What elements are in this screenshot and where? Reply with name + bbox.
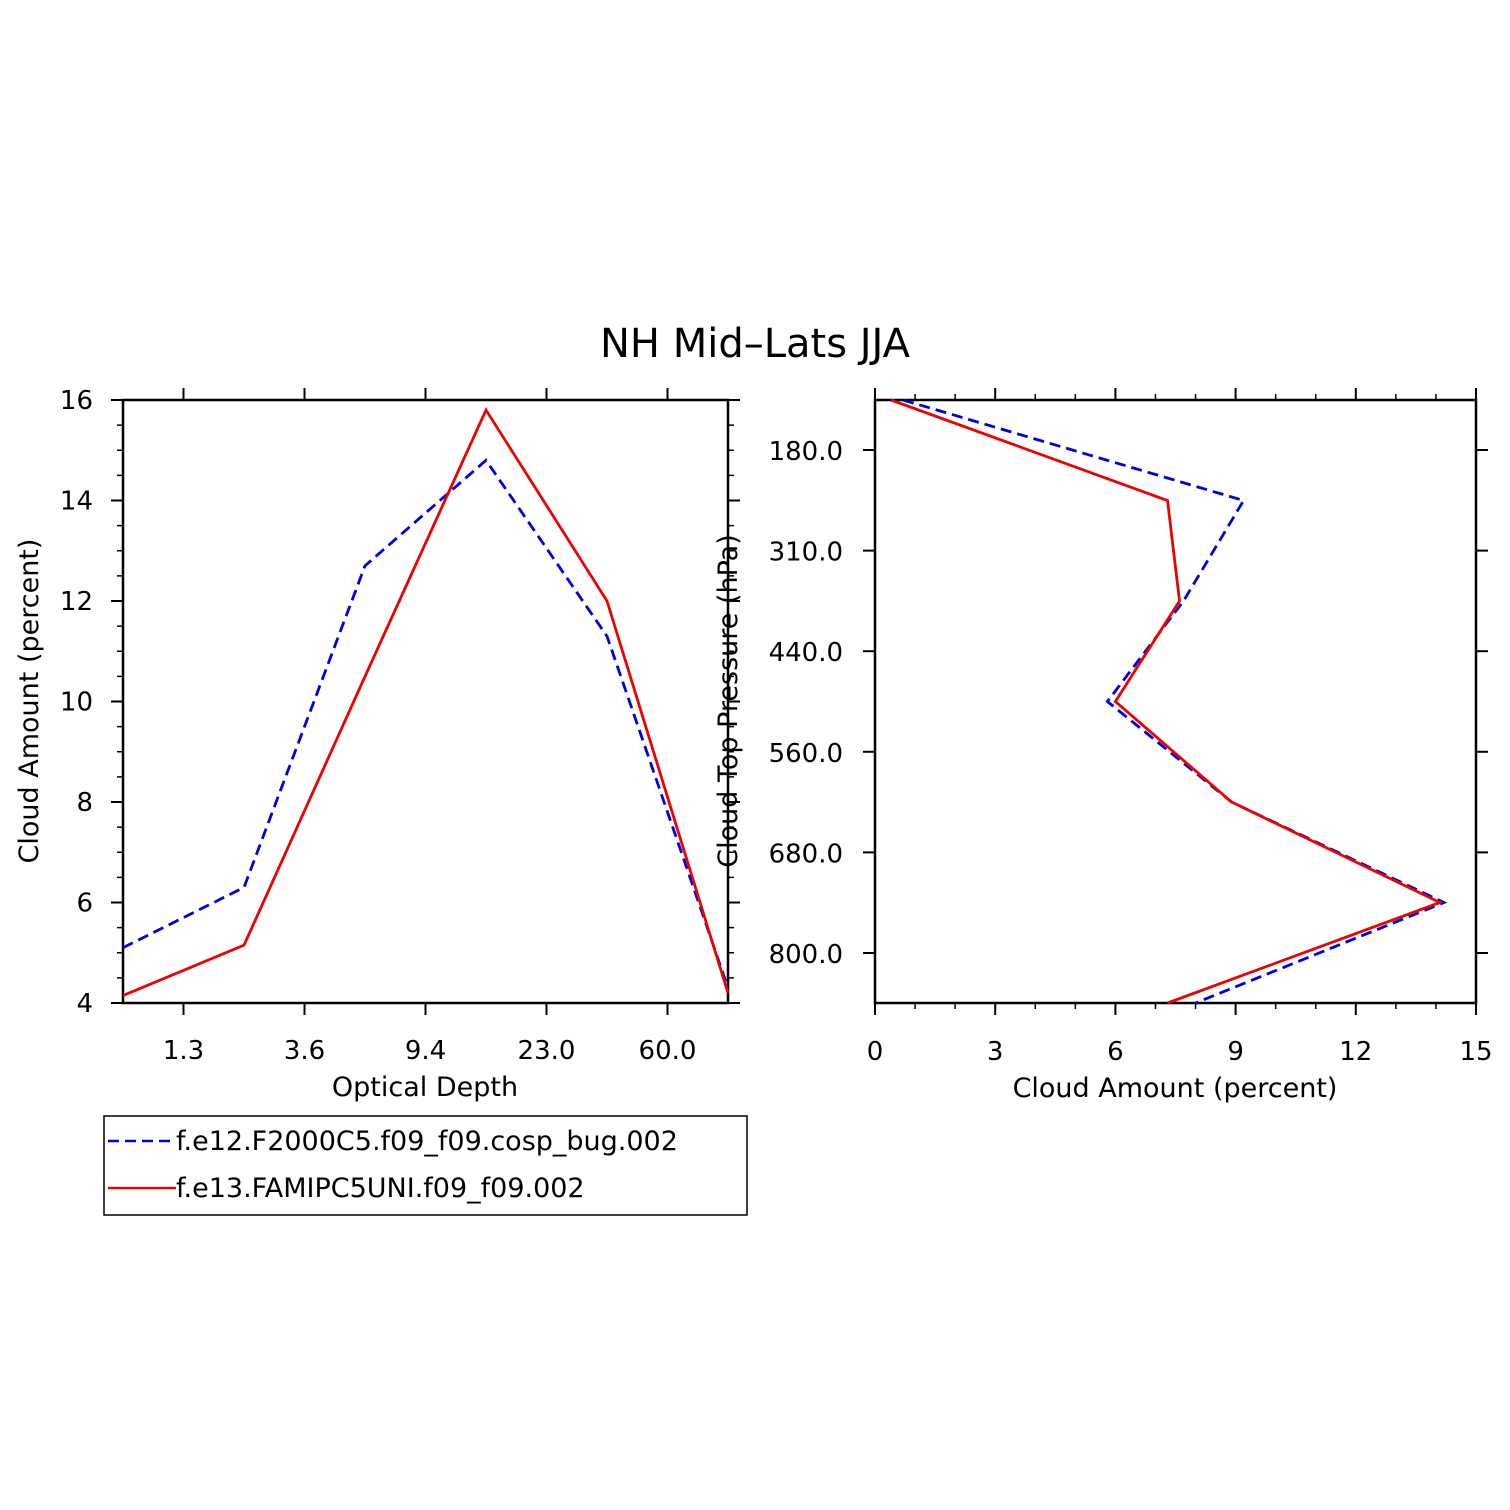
left-x-tick-label: 3.6 bbox=[284, 1036, 325, 1066]
left-y-tick-label: 8 bbox=[76, 788, 93, 818]
left-x-axis-label: Optical Depth bbox=[332, 1072, 518, 1103]
right-x-tick-label: 0 bbox=[867, 1037, 884, 1067]
left-x-tick-label: 60.0 bbox=[639, 1036, 697, 1066]
left-x-tick-label: 9.4 bbox=[405, 1036, 446, 1066]
right-panel-cloud-top-pressure: 0 3 6 9 12 15 180.0 310.0 440.0 560.0 680.0 800.0 C… bbox=[713, 388, 1493, 1104]
left-x-tick-label: 23.0 bbox=[518, 1036, 576, 1066]
left-panel-optical-depth: 4 6 8 10 12 14 16 1.3 3.6 9.4 23.0 60.0 Optical Dep… bbox=[14, 386, 740, 1103]
legend-label-series-1: f.e12.F2000C5.f09_f09.cosp_bug.002 bbox=[176, 1126, 678, 1157]
left-y-tick-label: 10 bbox=[60, 688, 93, 718]
right-y-tick-label: 800.0 bbox=[769, 940, 843, 970]
right-x-axis-label: Cloud Amount (percent) bbox=[1013, 1073, 1338, 1104]
right-x-tick-label: 12 bbox=[1339, 1037, 1372, 1067]
right-x-tick-label: 3 bbox=[987, 1037, 1004, 1067]
right-y-tick-label: 680.0 bbox=[769, 839, 843, 869]
left-x-tick-label: 1.3 bbox=[163, 1036, 204, 1066]
right-series-lines bbox=[890, 398, 1448, 1005]
right-y-tick-label: 180.0 bbox=[769, 437, 843, 467]
legend-label-series-2: f.e13.FAMIPC5UNI.f09_f09.002 bbox=[176, 1173, 585, 1204]
left-series-2-line bbox=[122, 407, 730, 997]
left-y-tick-label: 4 bbox=[76, 989, 93, 1019]
right-x-tick-label: 9 bbox=[1227, 1037, 1244, 1067]
left-y-axis-label: Cloud Amount (percent) bbox=[14, 539, 45, 864]
left-y-tick-label: 16 bbox=[60, 386, 93, 416]
right-x-tick-label: 6 bbox=[1107, 1037, 1124, 1067]
left-series-1-line bbox=[122, 458, 730, 989]
left-y-tick-label: 14 bbox=[60, 487, 93, 517]
right-series-2-line bbox=[890, 398, 1444, 1005]
left-series-lines bbox=[122, 407, 730, 997]
legend: f.e12.F2000C5.f09_f09.cosp_bug.002 f.e13… bbox=[103, 1115, 748, 1216]
left-y-tick-label: 6 bbox=[76, 889, 93, 919]
left-y-tick-label: 12 bbox=[60, 587, 93, 617]
right-y-tick-label: 310.0 bbox=[769, 538, 843, 568]
right-plot-frame bbox=[873, 398, 1478, 1005]
right-ticks: 0 3 6 9 12 15 180.0 310.0 440.0 560.0 680.0 800.0 bbox=[769, 388, 1493, 1067]
legend-box bbox=[103, 1115, 748, 1216]
right-x-tick-label: 15 bbox=[1459, 1037, 1492, 1067]
right-y-tick-label: 440.0 bbox=[769, 638, 843, 668]
right-y-axis-label: Cloud Top Pressure (hPa) bbox=[713, 534, 744, 868]
chart-title: NH Mid–Lats JJA bbox=[600, 321, 911, 367]
right-y-tick-label: 560.0 bbox=[769, 739, 843, 769]
left-ticks: 4 6 8 10 12 14 16 1.3 3.6 9.4 23.0 60.0 bbox=[60, 386, 740, 1066]
right-series-1-line bbox=[902, 398, 1448, 1005]
